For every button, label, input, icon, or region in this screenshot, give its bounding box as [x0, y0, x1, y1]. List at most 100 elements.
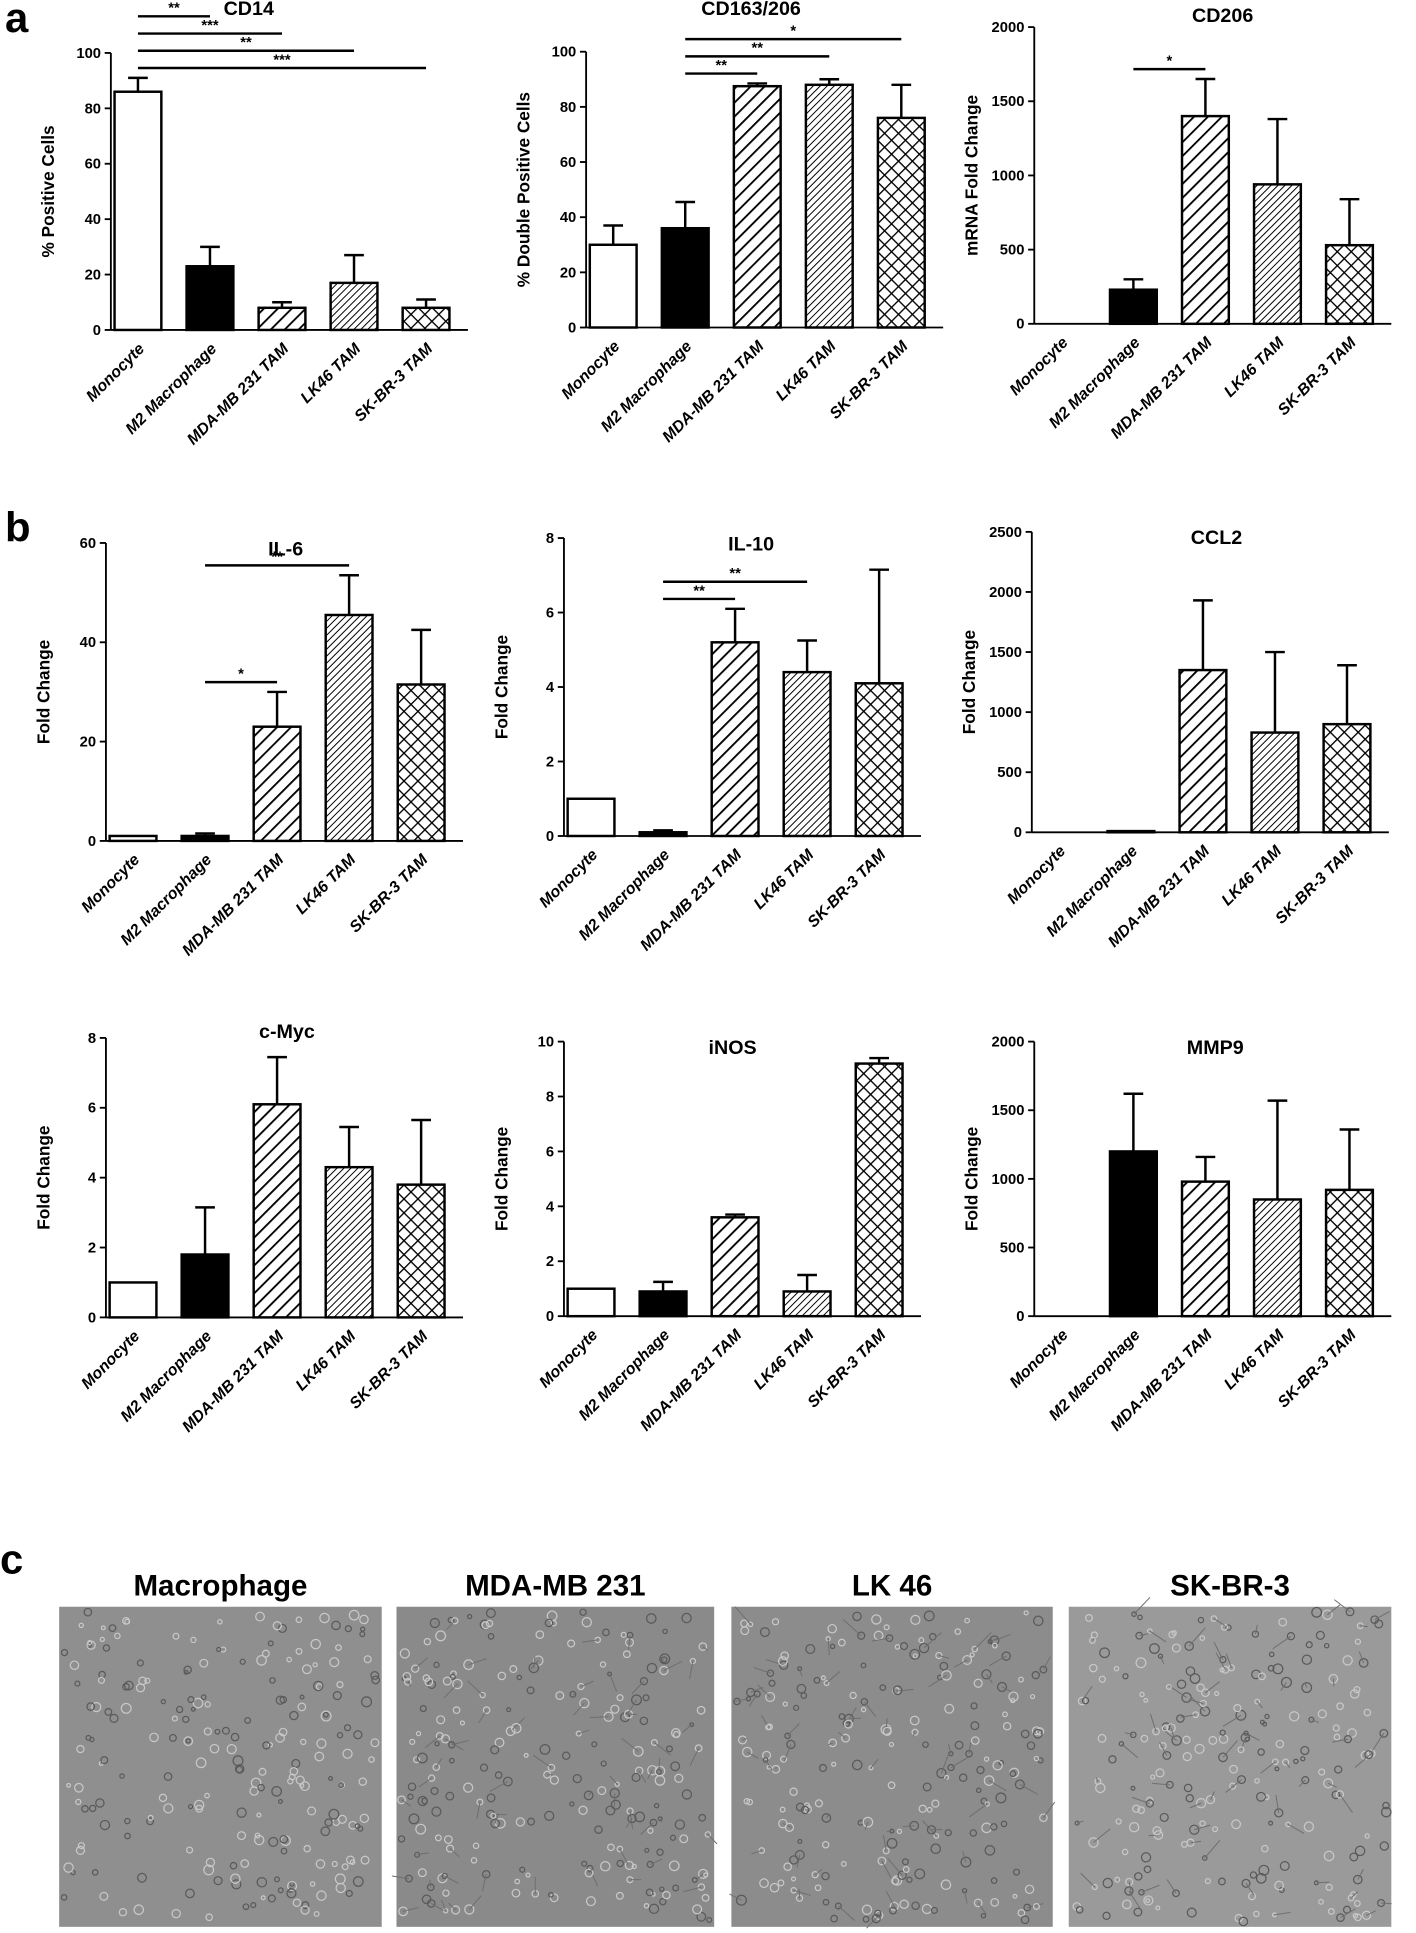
cell — [1121, 1899, 1132, 1910]
y-tick-label: 10 — [538, 1035, 554, 1051]
cell-process — [1159, 1741, 1168, 1756]
cell-process — [1149, 1713, 1157, 1732]
cell — [894, 1644, 901, 1650]
cell — [86, 1702, 96, 1711]
cell — [940, 1879, 952, 1891]
cell — [567, 1639, 576, 1648]
cell-process — [658, 1757, 661, 1772]
cell — [1336, 1702, 1344, 1711]
cell-process — [573, 1702, 585, 1716]
cell — [1380, 1806, 1392, 1818]
bar — [1180, 114, 1231, 326]
error-bar — [344, 253, 364, 283]
cell — [973, 1678, 983, 1688]
cell — [1194, 1743, 1205, 1755]
cell — [1196, 1683, 1205, 1692]
cell — [320, 1710, 332, 1722]
cell — [998, 1759, 1004, 1766]
cell — [76, 1744, 85, 1754]
cell-process — [489, 1781, 509, 1792]
cell-process — [654, 1742, 672, 1756]
cell — [786, 1739, 796, 1750]
cell — [814, 1799, 823, 1808]
cell — [659, 1653, 671, 1665]
cell — [229, 1861, 238, 1870]
cell-process — [968, 1742, 972, 1754]
cell — [268, 1836, 279, 1847]
cell — [99, 1819, 111, 1831]
cell — [1189, 1824, 1200, 1835]
cell — [100, 1756, 109, 1765]
cell — [1251, 1630, 1260, 1638]
cell — [696, 1911, 707, 1922]
cell-process — [481, 1874, 487, 1892]
bar — [710, 641, 760, 838]
x-tick-label: SK-BR-3 TAM — [1275, 334, 1360, 419]
cell-process — [746, 1751, 759, 1759]
cell — [762, 1757, 769, 1763]
cell — [345, 1855, 355, 1865]
cell — [1012, 1868, 1021, 1876]
cell — [931, 1799, 940, 1808]
cell — [137, 1872, 147, 1883]
cell — [639, 1716, 649, 1726]
cell-process — [1019, 1784, 1039, 1795]
cell — [232, 1755, 244, 1767]
x-tick-label: LK46 TAM — [773, 338, 840, 405]
cell — [91, 1702, 102, 1713]
cell — [562, 1751, 571, 1760]
cell — [300, 1905, 310, 1915]
x-tick-label: SK-BR-3 TAM — [1272, 842, 1357, 927]
cell-process — [440, 1899, 447, 1911]
cell — [319, 1612, 330, 1624]
cell — [292, 1898, 302, 1907]
cell-process — [893, 1880, 896, 1884]
cell — [309, 1881, 316, 1887]
chart-title: IL-10 — [728, 533, 774, 555]
cell — [1229, 1782, 1237, 1790]
cell — [415, 1823, 427, 1835]
cell — [1017, 1908, 1026, 1917]
cell — [1108, 1755, 1117, 1764]
x-tick-label: SK-BR-3 TAM — [347, 851, 432, 936]
cell — [981, 1669, 992, 1680]
cell — [490, 1818, 500, 1829]
y-axis-label: Fold Change — [33, 1126, 53, 1230]
cell-process — [1350, 1891, 1359, 1899]
x-tick-label: Monocyte — [78, 851, 143, 916]
bar — [876, 116, 926, 329]
cell-process — [1274, 1911, 1291, 1916]
error-bar — [869, 1056, 889, 1064]
cell — [584, 1868, 594, 1878]
error-bar — [797, 1273, 817, 1292]
cell-process — [950, 1756, 970, 1769]
cell — [910, 1614, 921, 1626]
cell — [370, 1670, 380, 1680]
cell — [616, 1845, 624, 1853]
cell — [891, 1876, 900, 1886]
cell — [954, 1740, 964, 1750]
cell — [1251, 1669, 1262, 1680]
cell-process — [1340, 1908, 1356, 1919]
cell — [1014, 1779, 1025, 1790]
cell — [1318, 1898, 1324, 1905]
cell — [831, 1761, 837, 1767]
cell — [820, 1675, 826, 1681]
cell — [616, 1694, 624, 1702]
cell — [1033, 1755, 1040, 1762]
cell-process — [1272, 1635, 1292, 1650]
cell-process — [825, 1814, 830, 1819]
cell — [525, 1872, 531, 1878]
cell — [607, 1843, 615, 1852]
cell — [272, 1621, 282, 1631]
cell — [527, 1817, 536, 1826]
cell — [144, 1677, 151, 1684]
cell — [250, 1902, 257, 1909]
cell-process — [707, 1834, 718, 1845]
cell — [1272, 1663, 1284, 1675]
cell — [190, 1706, 196, 1712]
cell — [479, 1691, 486, 1699]
cell — [1354, 1638, 1362, 1645]
y-axis-label: Fold Change — [959, 630, 979, 734]
